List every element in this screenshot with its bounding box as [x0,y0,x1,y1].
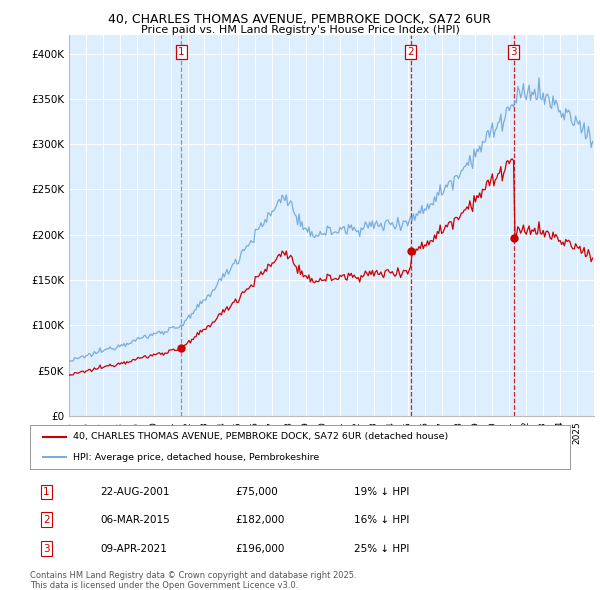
Text: 3: 3 [511,47,517,57]
Text: Price paid vs. HM Land Registry's House Price Index (HPI): Price paid vs. HM Land Registry's House … [140,25,460,35]
Text: 40, CHARLES THOMAS AVENUE, PEMBROKE DOCK, SA72 6UR (detached house): 40, CHARLES THOMAS AVENUE, PEMBROKE DOCK… [73,432,448,441]
Text: 40, CHARLES THOMAS AVENUE, PEMBROKE DOCK, SA72 6UR: 40, CHARLES THOMAS AVENUE, PEMBROKE DOCK… [109,13,491,26]
Text: 1: 1 [43,487,50,497]
Text: 22-AUG-2001: 22-AUG-2001 [100,487,170,497]
Text: 3: 3 [43,543,50,553]
Text: Contains HM Land Registry data © Crown copyright and database right 2025.
This d: Contains HM Land Registry data © Crown c… [30,571,356,590]
Text: 2: 2 [407,47,414,57]
Text: £196,000: £196,000 [235,543,284,553]
Text: 25% ↓ HPI: 25% ↓ HPI [354,543,409,553]
Text: HPI: Average price, detached house, Pembrokeshire: HPI: Average price, detached house, Pemb… [73,453,319,461]
Text: £75,000: £75,000 [235,487,278,497]
Text: 1: 1 [178,47,185,57]
Text: 2: 2 [43,515,50,525]
Text: 19% ↓ HPI: 19% ↓ HPI [354,487,409,497]
Text: £182,000: £182,000 [235,515,284,525]
Text: 09-APR-2021: 09-APR-2021 [100,543,167,553]
Text: 16% ↓ HPI: 16% ↓ HPI [354,515,409,525]
Text: 06-MAR-2015: 06-MAR-2015 [100,515,170,525]
